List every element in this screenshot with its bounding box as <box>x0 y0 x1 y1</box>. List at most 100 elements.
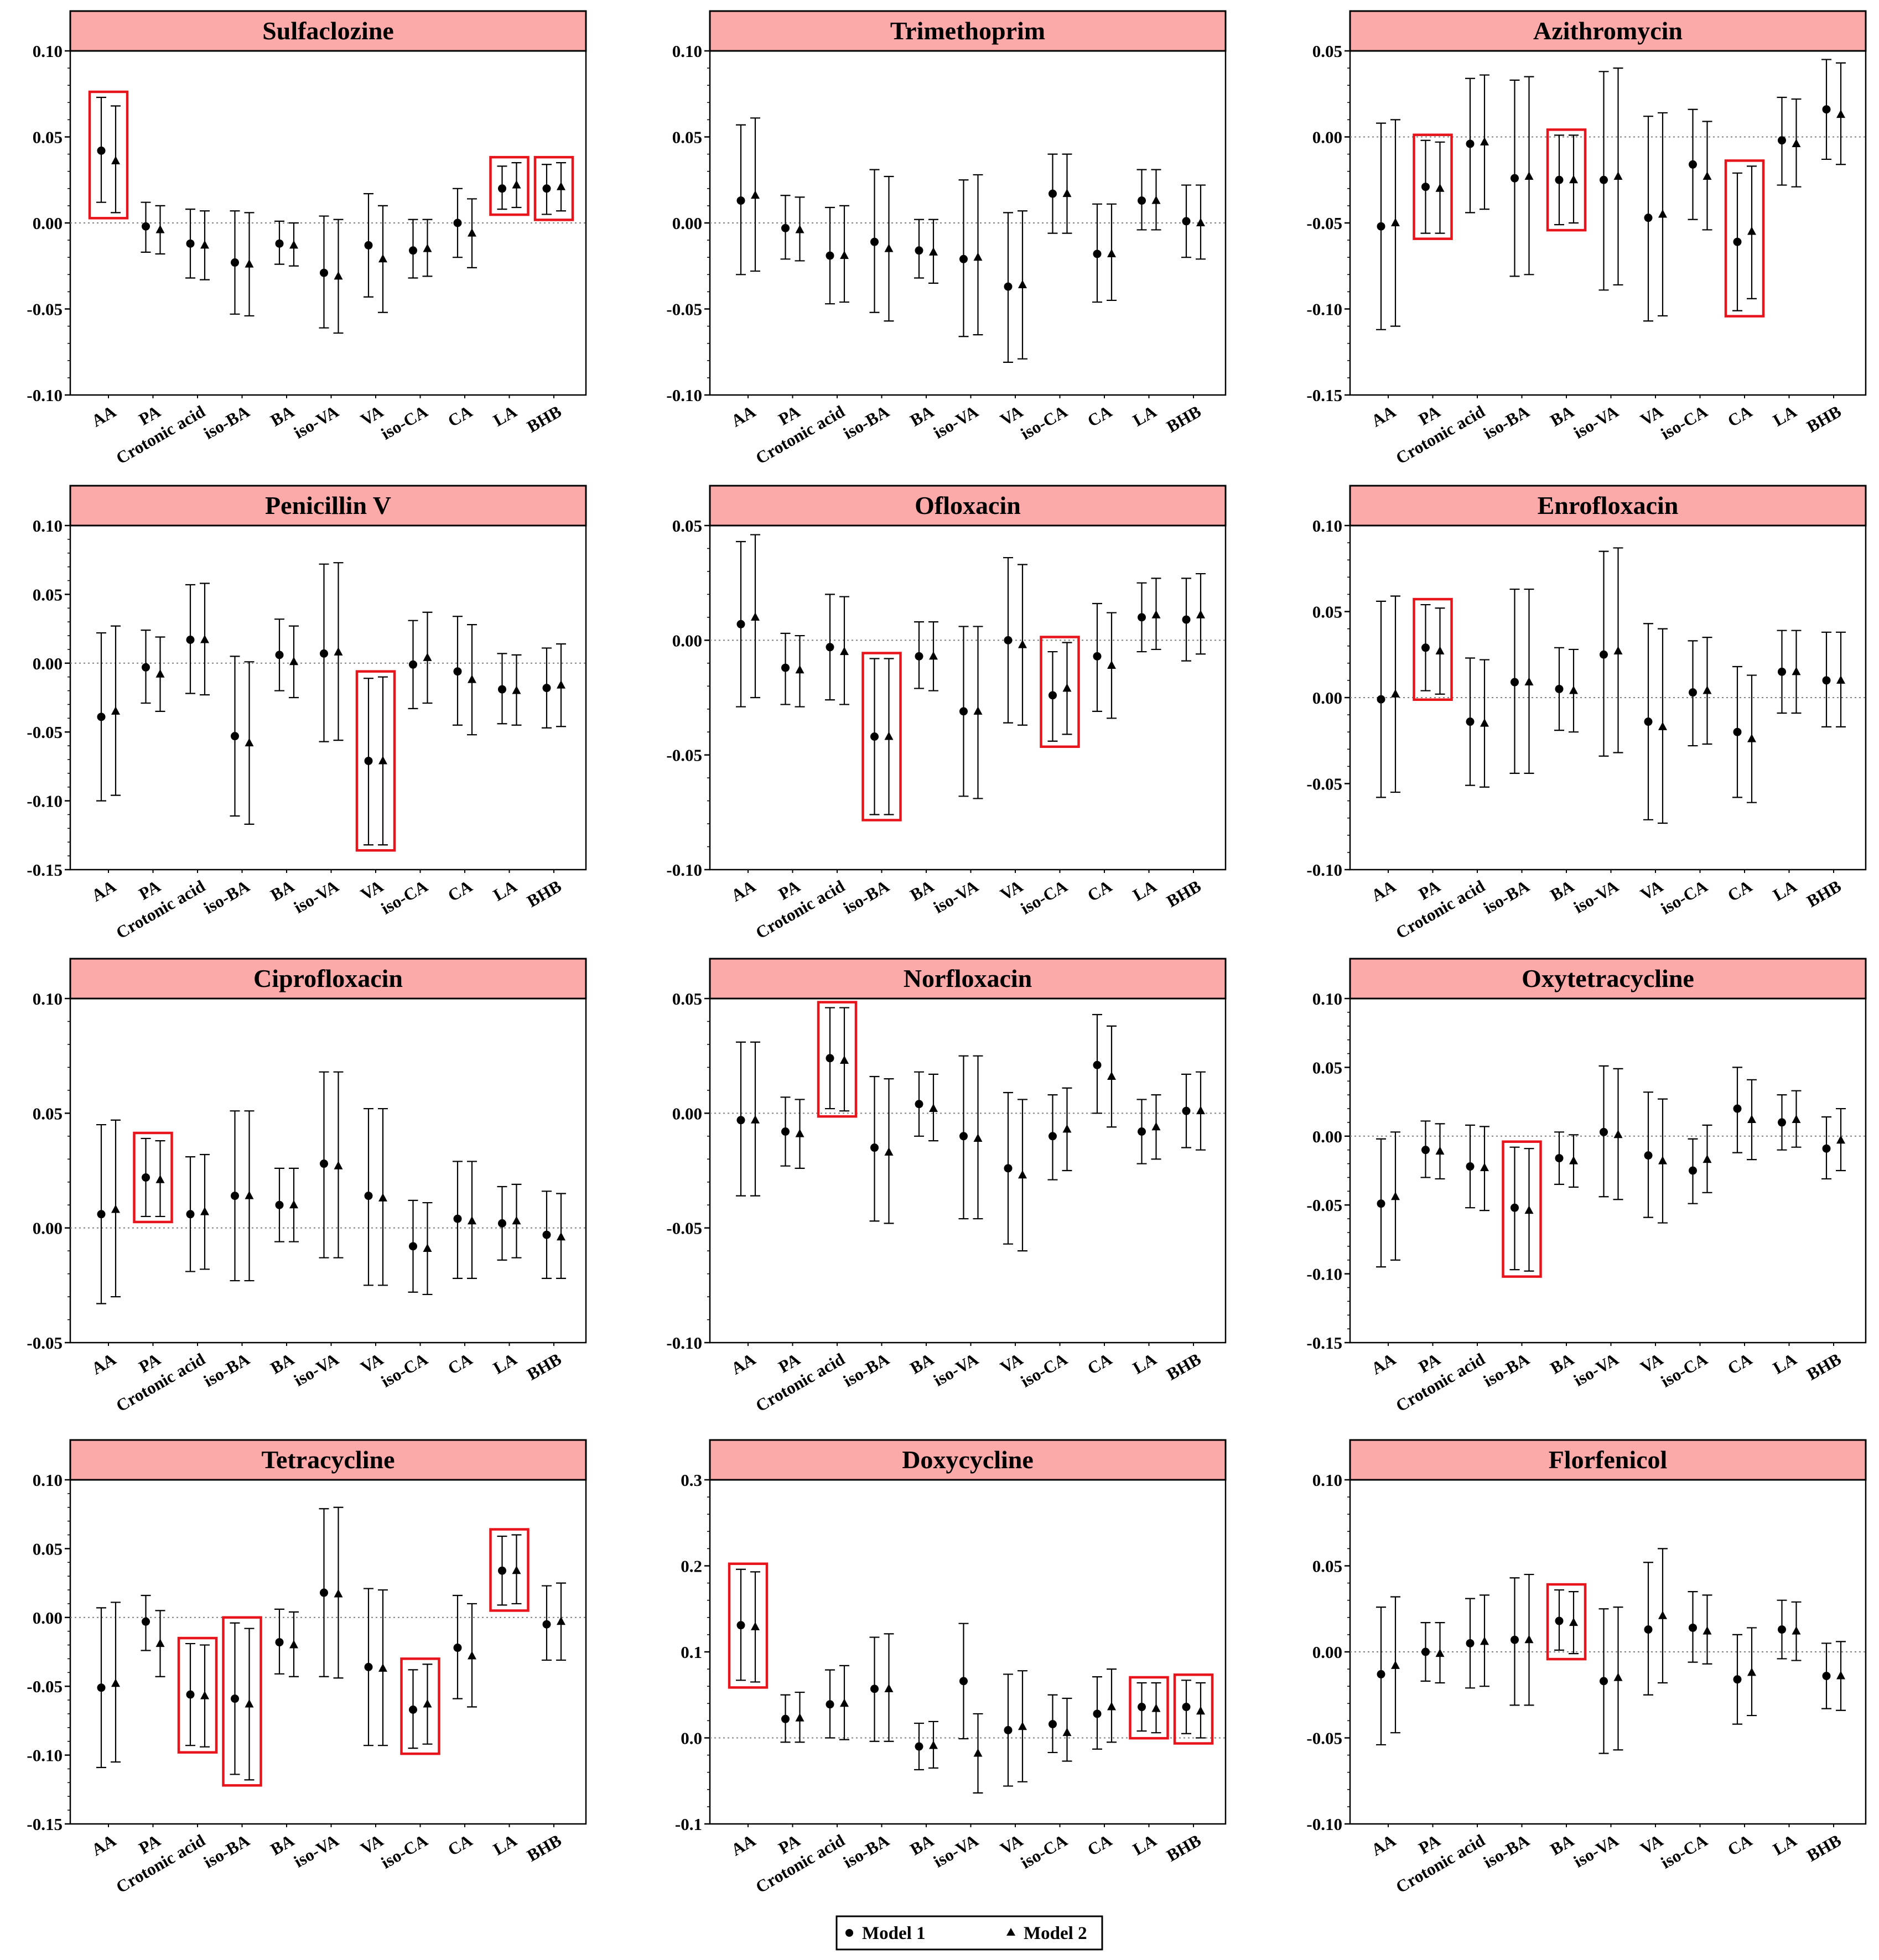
model2-point <box>111 156 120 165</box>
highlight-box <box>1040 636 1080 748</box>
model2-point <box>929 247 938 256</box>
panel-title: Enrofloxacin <box>1538 491 1679 519</box>
legend-model2-label: Model 2 <box>1024 1923 1087 1943</box>
model2-point <box>245 259 254 268</box>
panel-title: Norfloxacin <box>904 964 1032 992</box>
model2-point <box>1702 1155 1712 1163</box>
model1-point <box>364 241 373 249</box>
highlight-box <box>1546 1583 1587 1661</box>
model2-point <box>884 243 894 252</box>
model2-point <box>378 756 387 765</box>
x-tick-label: iso-CA <box>1017 1349 1071 1391</box>
model2-point <box>1658 721 1667 730</box>
x-tick-label: CA <box>1724 401 1756 430</box>
x-tick-label: Crotonic acid <box>113 1349 209 1416</box>
model2-point <box>334 647 343 656</box>
model2-point <box>973 706 983 715</box>
x-tick-label: BHB <box>523 876 564 911</box>
model1-point <box>186 1210 195 1219</box>
x-tick-label: CA <box>1724 1830 1756 1859</box>
x-tick-label: iso-BA <box>200 876 253 917</box>
model2-point <box>1018 279 1027 288</box>
panel-title: Doxycycline <box>902 1446 1034 1474</box>
model2-point <box>1747 1114 1756 1123</box>
model1-point <box>1182 1703 1191 1712</box>
highlight-box <box>1546 128 1587 232</box>
x-tick-label: iso-CA <box>1657 1830 1711 1872</box>
model2-point <box>929 1740 938 1749</box>
legend-model1-label: Model 1 <box>862 1923 926 1943</box>
y-tick-label: 0.05 <box>1312 41 1342 61</box>
plot-frame <box>709 997 1227 1344</box>
model1-point <box>1822 1672 1831 1681</box>
model1-point <box>1644 1151 1653 1160</box>
model1-point <box>1733 727 1742 736</box>
model1-point <box>1689 1623 1697 1632</box>
model1-point <box>1182 615 1191 624</box>
panel-title-bar <box>69 10 587 52</box>
model2-point <box>512 1216 521 1225</box>
x-tick-label: CA <box>1084 1349 1115 1378</box>
model2-point <box>795 225 804 233</box>
y-tick-label: -0.10 <box>1306 1815 1342 1834</box>
highlight-box <box>533 155 574 221</box>
x-tick-label: iso-CA <box>1657 876 1711 918</box>
model1-point <box>542 184 551 193</box>
model2-point <box>1613 1672 1623 1681</box>
model2-point <box>1196 610 1205 618</box>
x-tick-label: iso-BA <box>1480 1830 1533 1871</box>
model1-point <box>542 684 551 693</box>
legend-box <box>835 1915 1103 1951</box>
y-tick-label: 0.10 <box>33 989 63 1008</box>
x-tick-label: Crotonic acid <box>113 876 209 943</box>
model1-point <box>1778 667 1786 676</box>
highlight-box <box>489 155 530 216</box>
model1-point <box>915 652 923 661</box>
model2-point <box>1435 183 1445 192</box>
highlight-box <box>728 1562 769 1689</box>
model1-point <box>1778 1625 1786 1634</box>
model2-point <box>468 1216 476 1225</box>
model2-point <box>1196 218 1205 226</box>
model1-point <box>1511 1635 1519 1644</box>
model2-point <box>111 706 120 715</box>
model1-point <box>1004 1164 1013 1173</box>
x-tick-label: Crotonic acid <box>1393 876 1488 943</box>
x-tick-label: BHB <box>1803 402 1844 436</box>
model2-point <box>884 1147 894 1156</box>
y-tick-label: -0.05 <box>27 722 63 742</box>
x-tick-label: iso-BA <box>200 1830 253 1871</box>
model1-point <box>142 1617 150 1626</box>
x-tick-label: LA <box>1129 1830 1160 1859</box>
highlight-box <box>1502 1140 1542 1278</box>
model2-point <box>840 1698 849 1707</box>
model1-point <box>1048 189 1057 198</box>
x-tick-label: BHB <box>523 402 564 436</box>
model1-point <box>231 258 239 267</box>
y-tick-label: -0.05 <box>27 1333 63 1353</box>
plot-frame <box>1349 50 1867 396</box>
x-tick-label: iso-VA <box>930 401 982 442</box>
plot-frame <box>1349 997 1867 1344</box>
x-tick-label: BHB <box>1163 402 1204 436</box>
x-tick-label: iso-VA <box>290 1349 342 1390</box>
plot-frame <box>69 1479 587 1825</box>
model1-point <box>1555 1154 1564 1163</box>
panel-title-bar <box>709 1439 1227 1481</box>
model2-point <box>423 1699 432 1708</box>
model2-point <box>1747 734 1756 742</box>
model2-point <box>1702 1626 1712 1635</box>
x-tick-label: iso-CA <box>1657 401 1711 443</box>
x-tick-label: iso-VA <box>930 1349 982 1390</box>
model1-point <box>959 254 968 263</box>
y-tick-label: 0.00 <box>672 631 702 650</box>
model2-point <box>468 228 476 237</box>
highlight-box <box>817 1001 858 1118</box>
y-tick-label: -0.10 <box>666 386 702 405</box>
x-tick-label: Crotonic acid <box>752 1349 848 1416</box>
model1-point <box>1138 1127 1146 1136</box>
model2-point <box>334 1161 343 1169</box>
